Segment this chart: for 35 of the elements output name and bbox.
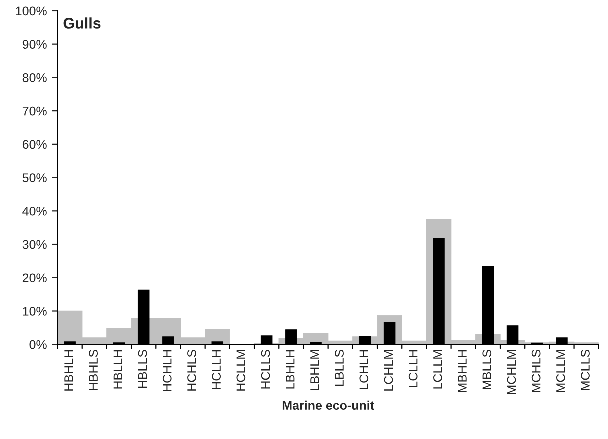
x-tick-label: LBLLS [335, 350, 344, 386]
x-tick-label: LCHLM [384, 350, 394, 391]
x-tick-label: HBHLH [64, 350, 74, 391]
y-tick-label: 80% [22, 74, 47, 82]
x-tick-label: LCLLH [408, 350, 418, 388]
x-tick-label: MCHLS [532, 350, 541, 392]
y-tick-label: 90% [22, 40, 47, 49]
y-tick-label: 60% [22, 140, 47, 150]
x-tick-label: HCLLS [261, 350, 270, 389]
x-tick-label: LBHLM [310, 350, 320, 390]
y-tick-label: 30% [22, 240, 47, 250]
x-tick-label: MCLLS [581, 350, 590, 390]
y-tick-label: 100% [16, 6, 47, 16]
x-tick-label: HCLLM [236, 350, 246, 391]
x-tick-label: LCHLH [360, 350, 369, 390]
x-tick-label: MCHLM [507, 350, 516, 394]
y-tick-label: 50% [22, 174, 47, 182]
y-tick-label: 20% [22, 274, 47, 283]
x-tick-label: HCLLH [212, 350, 221, 390]
x-tick-label: LCLLM [434, 350, 442, 389]
x-tick-label: MCLLM [556, 350, 566, 392]
x-tick-label: HBLLH [114, 350, 122, 389]
y-tick-label: 0% [30, 340, 47, 350]
x-tick-label: HCHLH [162, 350, 172, 392]
x-tick-label: HBHLS [89, 350, 98, 390]
x-tick-label: HCHLS [188, 350, 196, 391]
x-tick-label: LBHLH [286, 350, 295, 389]
x-tick-label: HBLLS [138, 350, 148, 388]
y-tick-label: 10% [23, 307, 47, 316]
x-axis-title: Marine eco-unit [282, 400, 374, 410]
chart-title: Gulls [64, 18, 101, 29]
x-tick-label: MBLLS [482, 350, 492, 390]
y-tick-label: 40% [22, 206, 47, 216]
x-tick-label: MBHLH [458, 350, 467, 392]
y-tick-label: 70% [22, 106, 47, 116]
